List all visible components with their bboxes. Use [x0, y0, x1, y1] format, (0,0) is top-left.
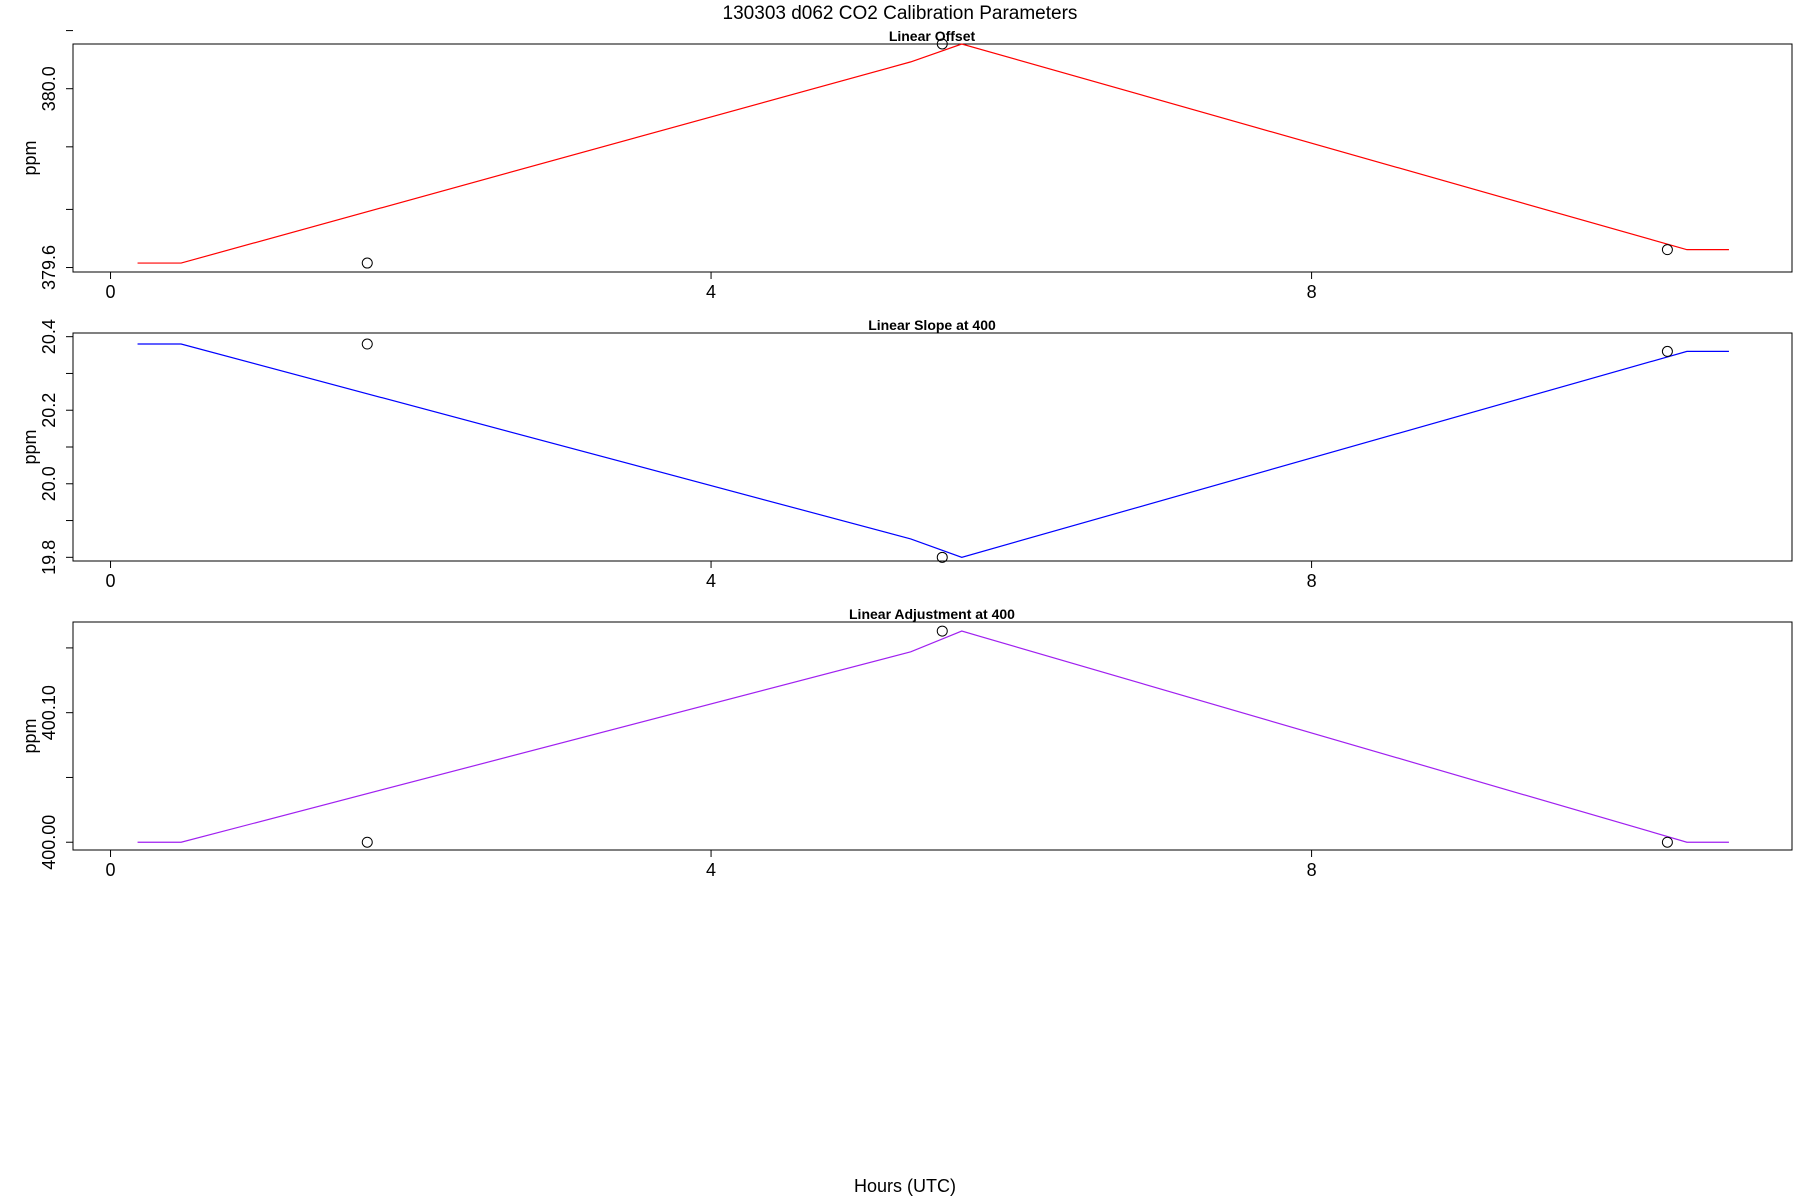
- y-tick-label: 379.6: [39, 245, 59, 290]
- y-tick-label: 20.2: [39, 393, 59, 428]
- panel-title: Linear Slope at 400: [868, 317, 996, 333]
- panel-title: Linear Adjustment at 400: [849, 606, 1015, 622]
- x-tick-label: 4: [706, 282, 716, 302]
- x-tick-label: 8: [1307, 860, 1317, 880]
- data-point: [361, 257, 373, 269]
- x-tick-label: 0: [106, 860, 116, 880]
- y-axis-label: ppm: [20, 429, 40, 464]
- data-point: [361, 338, 373, 350]
- data-point: [1661, 345, 1673, 357]
- y-axis-label: ppm: [20, 140, 40, 175]
- data-point: [1661, 244, 1673, 256]
- data-point: [936, 38, 948, 50]
- series-line: [137, 43, 1729, 264]
- plot-frame: [72, 621, 1793, 851]
- plot-frame: [72, 43, 1793, 273]
- series-line: [137, 630, 1729, 843]
- data-point: [361, 836, 373, 848]
- data-point: [936, 551, 948, 563]
- x-tick-label: 4: [706, 571, 716, 591]
- figure-title: 130303 d062 CO2 Calibration Parameters: [723, 3, 1078, 24]
- x-tick-label: 0: [106, 282, 116, 302]
- y-tick-label: 400.00: [39, 815, 59, 870]
- panel-1: Linear Offset ppm 0 4 8 379.6 380.0: [20, 28, 1793, 302]
- panel-3: Linear Adjustment at 400 ppm 0 4 8 400.00 400.…: [20, 606, 1793, 880]
- x-tick-label: 0: [106, 571, 116, 591]
- y-axis-label: ppm: [20, 718, 40, 753]
- series-line: [137, 343, 1729, 558]
- panel-2: Linear Slope at 400 ppm 0 4 8 19.8 20.0 20.2 20.…: [20, 317, 1793, 591]
- data-point: [1661, 836, 1673, 848]
- plot-frame: [72, 332, 1793, 562]
- x-tick-label: 8: [1307, 571, 1317, 591]
- y-tick-label: 400.10: [39, 685, 59, 740]
- y-tick-label: 380.0: [39, 66, 59, 111]
- y-tick-label: 20.0: [39, 466, 59, 501]
- panel-title: Linear Offset: [889, 28, 976, 44]
- x-tick-label: 8: [1307, 282, 1317, 302]
- y-tick-label: 20.4: [39, 319, 59, 354]
- x-axis-title: Hours (UTC): [854, 1176, 956, 1196]
- data-point: [936, 625, 948, 637]
- x-tick-label: 4: [706, 860, 716, 880]
- y-tick-label: 19.8: [39, 540, 59, 575]
